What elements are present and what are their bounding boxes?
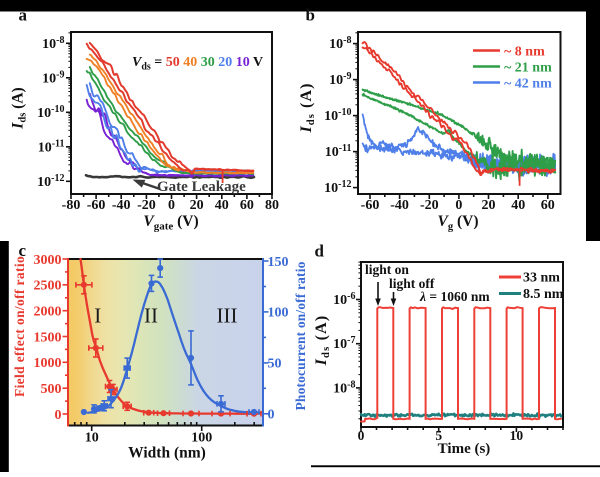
svg-text:a: a <box>19 6 28 25</box>
svg-text:10: 10 <box>85 431 99 446</box>
svg-text:-40: -40 <box>112 198 131 213</box>
svg-text:~ 8 nm: ~ 8 nm <box>504 45 545 60</box>
svg-text:1000: 1000 <box>34 356 62 371</box>
svg-text:40: 40 <box>215 198 229 213</box>
svg-text:100: 100 <box>268 306 289 321</box>
svg-text:20: 20 <box>482 198 496 213</box>
svg-text:100: 100 <box>191 431 212 446</box>
svg-text:-60: -60 <box>87 198 106 213</box>
svg-text:d: d <box>315 242 325 261</box>
svg-text:10-11: 10-11 <box>325 143 352 160</box>
svg-text:10-6: 10-6 <box>333 291 355 308</box>
svg-text:Vds = 50 40 30 20 10 V: Vds = 50 40 30 20 10 V <box>132 55 263 73</box>
svg-text:2500: 2500 <box>34 279 62 294</box>
svg-text:150: 150 <box>268 255 289 270</box>
svg-text:8.5 nm: 8.5 nm <box>523 287 564 302</box>
svg-text:3000: 3000 <box>34 253 62 268</box>
svg-text:0: 0 <box>358 428 365 443</box>
svg-text:Photocurrent on/off ratio: Photocurrent on/off ratio <box>293 261 308 410</box>
svg-text:c: c <box>19 241 27 260</box>
svg-text:10-11: 10-11 <box>38 138 65 155</box>
svg-text:10-12: 10-12 <box>37 173 64 190</box>
svg-text:10-7: 10-7 <box>333 335 355 352</box>
svg-text:10-8: 10-8 <box>42 35 64 52</box>
svg-text:10-8: 10-8 <box>333 379 355 396</box>
svg-text:light on: light on <box>365 262 409 277</box>
svg-text:Ids (A): Ids (A) <box>298 82 317 133</box>
svg-text:0: 0 <box>455 198 462 213</box>
svg-text:-20: -20 <box>420 198 439 213</box>
svg-text:Gate Leakage: Gate Leakage <box>157 179 246 195</box>
svg-text:500: 500 <box>41 382 62 397</box>
svg-text:20: 20 <box>190 198 204 213</box>
svg-text:10-10: 10-10 <box>324 107 351 124</box>
svg-text:10: 10 <box>510 428 524 443</box>
svg-text:I: I <box>94 304 101 328</box>
svg-text:60: 60 <box>240 198 254 213</box>
svg-text:Vg (V): Vg (V) <box>438 213 479 233</box>
svg-text:III: III <box>217 304 238 328</box>
svg-text:10-9: 10-9 <box>329 71 351 88</box>
svg-text:0: 0 <box>168 198 175 213</box>
svg-text:1500: 1500 <box>34 330 62 345</box>
svg-text:40: 40 <box>511 198 525 213</box>
svg-text:b: b <box>306 6 315 25</box>
svg-text:Time (s): Time (s) <box>438 441 491 457</box>
svg-text:Vgate (V): Vgate (V) <box>143 213 198 233</box>
svg-text:~ 42 nm: ~ 42 nm <box>504 77 552 92</box>
svg-text:2000: 2000 <box>34 305 62 320</box>
svg-text:33 nm: 33 nm <box>523 271 560 286</box>
svg-text:80: 80 <box>265 198 279 213</box>
svg-text:-80: -80 <box>62 198 81 213</box>
svg-text:Ids (A): Ids (A) <box>313 315 332 367</box>
svg-text:10-12: 10-12 <box>324 179 351 196</box>
svg-text:50: 50 <box>268 357 282 372</box>
svg-text:0: 0 <box>55 408 62 423</box>
svg-text:60: 60 <box>541 198 555 213</box>
svg-text:-60: -60 <box>361 198 380 213</box>
svg-text:0: 0 <box>268 408 275 423</box>
svg-text:Ids (A): Ids (A) <box>10 87 29 129</box>
svg-text:Width (nm): Width (nm) <box>128 445 206 462</box>
svg-text:II: II <box>144 304 158 328</box>
svg-text:λ = 1060 nm: λ = 1060 nm <box>419 289 490 304</box>
svg-text:light off: light off <box>389 276 435 291</box>
svg-text:10-8: 10-8 <box>329 35 351 52</box>
svg-text:-40: -40 <box>390 198 409 213</box>
svg-text:5: 5 <box>435 428 442 443</box>
svg-text:10-10: 10-10 <box>37 104 64 121</box>
svg-text:~ 21 nm: ~ 21 nm <box>504 61 552 76</box>
svg-text:Field effect on/off ratio: Field effect on/off ratio <box>12 256 27 397</box>
svg-text:-20: -20 <box>137 198 156 213</box>
svg-text:10-9: 10-9 <box>42 69 64 86</box>
